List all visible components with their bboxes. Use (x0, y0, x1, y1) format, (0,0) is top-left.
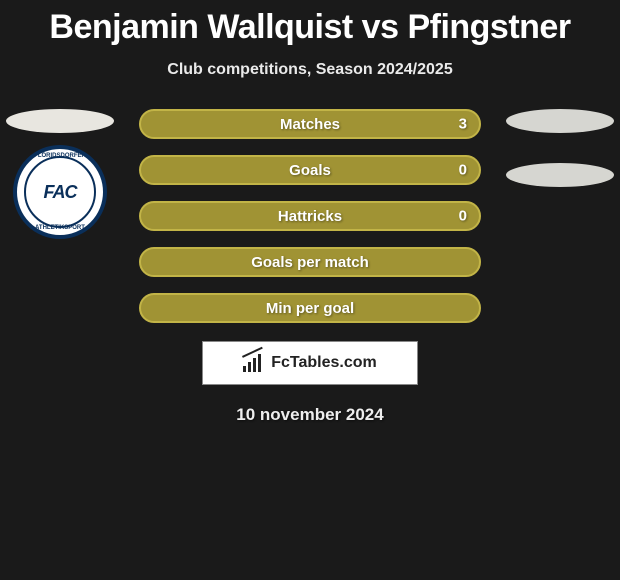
club-ring-text-bottom: ATHLETIKSPORT (35, 225, 85, 231)
left-player-placeholder (6, 109, 114, 133)
right-player-column (500, 109, 620, 187)
left-player-column: FLORIDSDORFER FAC ATHLETIKSPORT (0, 109, 120, 239)
right-player-placeholder-1 (506, 109, 614, 133)
stat-right-value: 0 (459, 208, 467, 225)
stats-list: Matches 3 Goals 0 Hattricks 0 Goals per … (139, 109, 481, 323)
club-logo-text: FAC (24, 156, 96, 228)
stat-label: Hattricks (278, 208, 342, 225)
stat-right-value: 0 (459, 162, 467, 179)
stat-row-matches: Matches 3 (139, 109, 481, 139)
stat-row-min-per-goal: Min per goal (139, 293, 481, 323)
left-club-logo: FLORIDSDORFER FAC ATHLETIKSPORT (13, 145, 107, 239)
watermark-text: FcTables.com (271, 354, 377, 372)
watermark: FcTables.com (202, 341, 418, 385)
stat-label: Min per goal (266, 300, 354, 317)
stat-label: Goals (289, 162, 331, 179)
stat-row-goals: Goals 0 (139, 155, 481, 185)
stat-right-value: 3 (459, 116, 467, 133)
chart-icon (243, 354, 265, 372)
stat-row-goals-per-match: Goals per match (139, 247, 481, 277)
stat-row-hattricks: Hattricks 0 (139, 201, 481, 231)
page-subtitle: Club competitions, Season 2024/2025 (0, 61, 620, 79)
right-player-placeholder-2 (506, 163, 614, 187)
comparison-container: FLORIDSDORFER FAC ATHLETIKSPORT Matches … (0, 109, 620, 425)
club-ring-text-top: FLORIDSDORFER (34, 153, 86, 159)
footer-date: 10 november 2024 (0, 405, 620, 425)
stat-label: Goals per match (251, 254, 369, 271)
stat-label: Matches (280, 116, 340, 133)
page-title: Benjamin Wallquist vs Pfingstner (0, 0, 620, 47)
